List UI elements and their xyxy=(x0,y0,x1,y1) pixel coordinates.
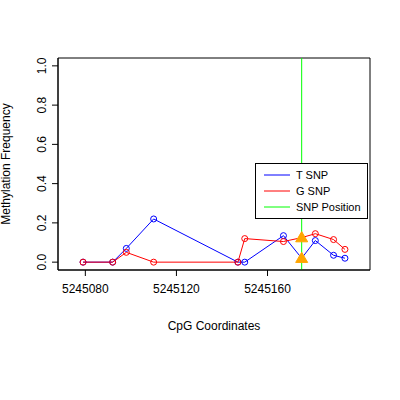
svg-text:0.8: 0.8 xyxy=(35,96,49,113)
html-text:T SNP: T SNP xyxy=(296,169,329,181)
svg-text:CpG Coordinates: CpG Coordinates xyxy=(168,319,261,333)
svg-text:1.0: 1.0 xyxy=(35,57,49,74)
html-text:SNP Position: SNP Position xyxy=(296,201,361,213)
svg-text:5245080: 5245080 xyxy=(62,282,109,296)
svg-text:0.0: 0.0 xyxy=(35,253,49,270)
svg-text:5245120: 5245120 xyxy=(153,282,200,296)
svg-text:5245160: 5245160 xyxy=(244,282,291,296)
svg-text:0.2: 0.2 xyxy=(35,214,49,231)
svg-text:0.6: 0.6 xyxy=(35,136,49,153)
html-text:G SNP: G SNP xyxy=(296,185,331,197)
svg-text:0.4: 0.4 xyxy=(35,175,49,192)
svg-text:Methylation Frequency: Methylation Frequency xyxy=(8,103,13,224)
